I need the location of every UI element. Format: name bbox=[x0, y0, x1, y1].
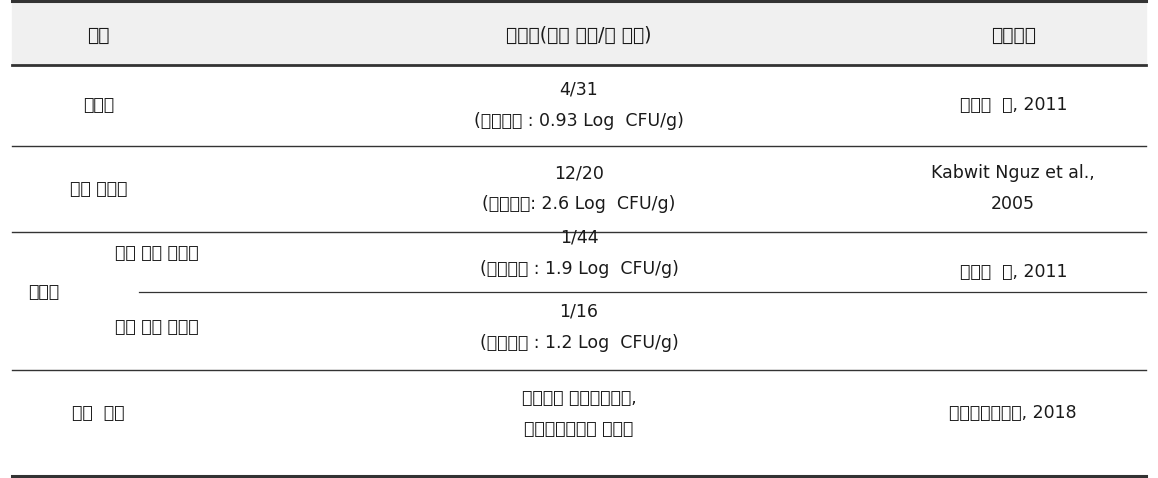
Text: 2005: 2005 bbox=[991, 196, 1035, 213]
Text: 샐러드: 샐러드 bbox=[83, 96, 113, 114]
Text: (검출수준 : 0.93 Log  CFU/g): (검출수준 : 0.93 Log CFU/g) bbox=[474, 112, 684, 130]
Text: Kabwit Nguz et al.,: Kabwit Nguz et al., bbox=[931, 164, 1095, 182]
Text: 채소 샐러드: 채소 샐러드 bbox=[69, 180, 127, 198]
Text: 식품: 식품 bbox=[87, 26, 110, 45]
Text: (검출수준 : 1.9 Log  CFU/g): (검출수준 : 1.9 Log CFU/g) bbox=[479, 260, 679, 278]
Text: 샐러드: 샐러드 bbox=[29, 282, 59, 301]
Text: 1/44: 1/44 bbox=[559, 229, 599, 247]
Text: 혼합 채소 샐러드: 혼합 채소 샐러드 bbox=[115, 318, 198, 337]
Text: 12/20: 12/20 bbox=[554, 164, 604, 182]
Text: 조미진  외, 2011: 조미진 외, 2011 bbox=[960, 263, 1067, 282]
Text: 1/16: 1/16 bbox=[559, 303, 599, 321]
Text: 4/31: 4/31 bbox=[559, 81, 599, 98]
Text: 김희연  외, 2011: 김희연 외, 2011 bbox=[960, 96, 1067, 114]
Text: (검출수준: 2.6 Log  CFU/g): (검출수준: 2.6 Log CFU/g) bbox=[483, 196, 675, 213]
Text: 황색포도상구균 검출됨: 황색포도상구균 검출됨 bbox=[525, 420, 633, 438]
Text: 참고문헌: 참고문헌 bbox=[991, 26, 1035, 45]
Text: 새싹 채소 샐러드: 새싹 채소 샐러드 bbox=[115, 244, 198, 262]
Text: 절단  과일: 절단 과일 bbox=[72, 404, 125, 423]
Text: 기준에는 적합하였으나,: 기준에는 적합하였으나, bbox=[521, 389, 637, 407]
Bar bbox=[12, 1, 1146, 65]
Text: 오염도(양성 건수/총 건수): 오염도(양성 건수/총 건수) bbox=[506, 26, 652, 45]
Text: (검출수준 : 1.2 Log  CFU/g): (검출수준 : 1.2 Log CFU/g) bbox=[479, 334, 679, 352]
Text: 한국소비자연맹, 2018: 한국소비자연맹, 2018 bbox=[950, 404, 1077, 423]
